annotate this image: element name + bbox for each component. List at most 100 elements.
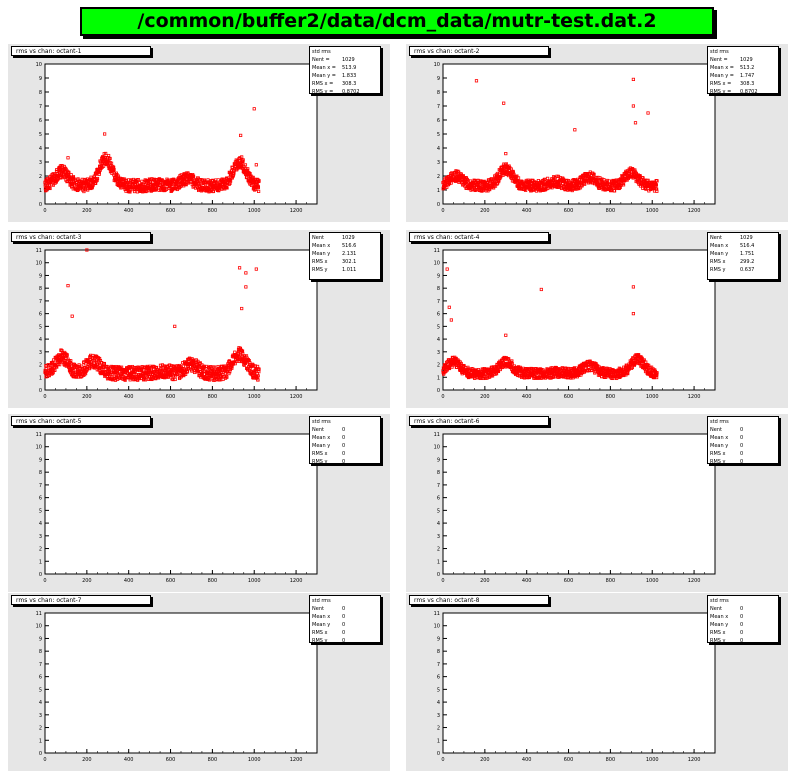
y-tick-label: 9 xyxy=(437,76,440,82)
y-tick-label: 5 xyxy=(437,324,440,330)
y-tick-label: 10 xyxy=(36,261,42,267)
data-point xyxy=(228,179,233,183)
stats-row: Mean x 516.6 xyxy=(312,242,378,250)
stats-value: 0 xyxy=(740,435,744,441)
y-tick-label: 11 xyxy=(36,248,42,254)
stats-row: Nent = 1029 xyxy=(312,56,378,64)
stats-key: Nent xyxy=(710,235,722,241)
x-tick-label: 600 xyxy=(166,394,176,400)
stats-key: Mean y xyxy=(710,622,729,628)
data-points xyxy=(441,77,659,193)
data-point xyxy=(87,367,92,371)
stats-value: 302.1 xyxy=(342,259,357,265)
x-tick-label: 0 xyxy=(441,757,444,763)
data-point xyxy=(631,312,635,316)
data-point xyxy=(655,375,659,380)
chart-pad-2: 0 200 400 600 800 1000 1200 0 1 2 3 4 5 6 7 8 9 10 rms vs … xyxy=(406,44,788,222)
stats-value: 299.2 xyxy=(740,259,755,265)
stats-key: RMS y xyxy=(710,459,726,465)
data-point xyxy=(592,172,596,176)
y-tick-label: 4 xyxy=(437,521,440,527)
stats-row: std rms xyxy=(312,597,378,605)
y-tick-label: 7 xyxy=(437,662,440,668)
x-tick-label: 800 xyxy=(606,578,616,584)
y-tick-label: 11 xyxy=(434,248,440,254)
chart-pad-8: 0 200 400 600 800 1000 1200 0 1 2 3 4 5 6 7 8 9 10 11 rms v… xyxy=(406,593,788,771)
y-tick-label: 0 xyxy=(39,388,42,394)
stats-value: 0 xyxy=(342,427,346,433)
y-tick-label: 1 xyxy=(39,188,42,194)
stats-value: 0 xyxy=(740,427,744,433)
data-point xyxy=(51,358,56,362)
y-tick-label: 3 xyxy=(437,534,440,540)
data-point xyxy=(582,370,587,374)
data-point xyxy=(186,366,190,370)
y-tick-label: 5 xyxy=(437,687,440,693)
y-tick-label: 2 xyxy=(39,174,42,180)
y-tick-label: 2 xyxy=(437,547,440,553)
y-tick-label: 1 xyxy=(437,188,440,194)
stats-value: 0 xyxy=(342,451,346,457)
x-tick-label: 0 xyxy=(441,578,444,584)
y-tick-label: 9 xyxy=(39,273,42,279)
y-tick-label: 9 xyxy=(39,76,42,82)
y-tick-label: 7 xyxy=(437,483,440,489)
data-point xyxy=(565,178,569,182)
chart-svg-8: 0 200 400 600 800 1000 1200 0 1 2 3 4 5 6 7 8 9 10 11 xyxy=(434,611,716,763)
data-point xyxy=(637,353,641,357)
data-point xyxy=(256,185,261,190)
stats-value: 0.8702 xyxy=(342,89,360,95)
stats-value: 0 xyxy=(342,622,346,628)
stats-box: std rms Nent 0 Mean x 0 Mean y 0 RMS x 0 RMS y 0 xyxy=(309,595,381,644)
data-point xyxy=(492,186,496,190)
y-tick-label: 4 xyxy=(39,521,42,527)
data-point xyxy=(110,370,114,374)
data-point xyxy=(164,187,168,192)
data-point xyxy=(631,104,635,108)
x-tick-label: 800 xyxy=(208,394,218,400)
stats-row: RMS y 0 xyxy=(312,458,378,466)
data-point xyxy=(573,128,577,132)
stats-row: Mean x 0 xyxy=(710,434,776,442)
y-tick-label: 1 xyxy=(39,738,42,744)
data-points xyxy=(441,267,659,381)
stats-row: Nent 0 xyxy=(312,605,378,613)
y-tick-label: 3 xyxy=(39,534,42,540)
data-points xyxy=(43,248,261,382)
y-tick-label: 6 xyxy=(39,496,42,502)
y-tick-label: 6 xyxy=(437,675,440,681)
stats-row: RMS x 302.1 xyxy=(312,258,378,266)
y-tick-label: 8 xyxy=(437,286,440,292)
data-point xyxy=(447,181,452,186)
stats-key: RMS x xyxy=(312,630,328,636)
y-tick-label: 7 xyxy=(437,104,440,110)
data-point xyxy=(241,158,245,162)
chart-title: rms vs chan: octant-5 xyxy=(11,416,151,426)
x-tick-label: 600 xyxy=(564,394,574,400)
y-tick-label: 3 xyxy=(437,350,440,356)
data-point xyxy=(507,164,511,168)
data-point xyxy=(510,362,514,366)
x-tick-label: 1000 xyxy=(248,208,261,214)
chart-title: rms vs chan: octant-2 xyxy=(409,46,549,56)
stats-key: RMS y xyxy=(312,267,328,273)
data-point xyxy=(445,185,449,189)
stats-row: Mean x 0 xyxy=(710,613,776,621)
stats-row: Mean x = 513.9 xyxy=(312,64,378,72)
stats-key: RMS x = xyxy=(312,81,334,87)
y-tick-label: 5 xyxy=(437,508,440,514)
chart-svg-7: 0 200 400 600 800 1000 1200 0 1 2 3 4 5 6 7 8 9 10 11 xyxy=(36,611,318,763)
plot-frame xyxy=(44,612,318,754)
y-tick-label: 9 xyxy=(437,636,440,642)
chart-pad-4: 0 200 400 600 800 1000 1200 0 1 2 3 4 5 6 7 8 9 10 11 rms v… xyxy=(406,230,788,408)
x-tick-label: 1000 xyxy=(646,208,659,214)
x-tick-label: 1200 xyxy=(688,394,701,400)
data-point xyxy=(240,155,244,159)
x-tick-label: 800 xyxy=(208,578,218,584)
y-tick-label: 8 xyxy=(437,470,440,476)
chart-svg-4: 0 200 400 600 800 1000 1200 0 1 2 3 4 5 6 7 8 9 10 11 xyxy=(434,248,716,400)
data-point xyxy=(462,364,466,368)
y-tick-label: 8 xyxy=(437,649,440,655)
data-point xyxy=(243,163,248,167)
data-point xyxy=(447,366,451,370)
